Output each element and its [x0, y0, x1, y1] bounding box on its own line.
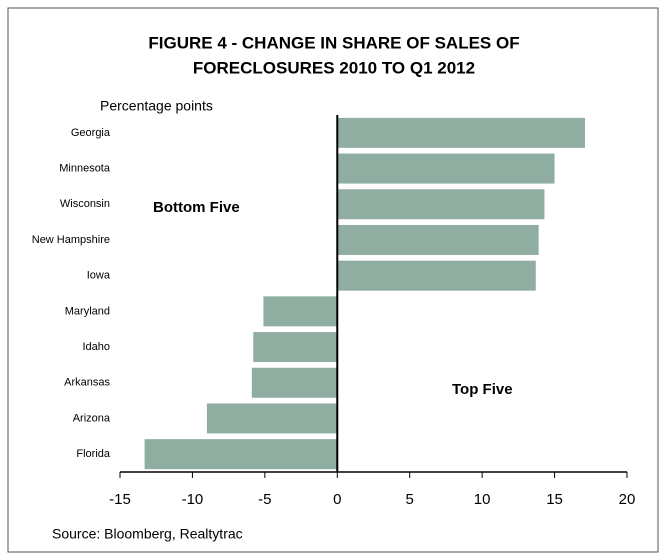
- x-tick-label: -5: [258, 491, 271, 508]
- bar: [251, 367, 338, 398]
- bar: [337, 117, 585, 148]
- y-tick-label: Iowa: [87, 270, 111, 282]
- x-tick-label: 20: [619, 491, 636, 508]
- y-tick-label: Arkansas: [64, 377, 110, 389]
- axis-label: Percentage points: [100, 98, 213, 114]
- y-tick-label: Wisconsin: [60, 198, 110, 210]
- source: Source: Bloomberg, Realtytrac: [52, 526, 243, 542]
- bar: [253, 332, 338, 363]
- y-tick-label: Florida: [76, 448, 111, 460]
- bar: [337, 260, 536, 291]
- bar: [337, 224, 539, 255]
- y-tick-label: Georgia: [71, 127, 111, 139]
- bar: [263, 296, 338, 327]
- x-tick-label: 15: [546, 491, 563, 508]
- x-tick-label: 5: [406, 491, 414, 508]
- bar: [144, 439, 338, 470]
- y-tick-label: Maryland: [65, 305, 110, 317]
- annotation: Bottom Five: [153, 199, 240, 216]
- y-tick-label: Idaho: [82, 341, 110, 353]
- chart-title: FORECLOSURES 2010 TO Q1 2012: [193, 58, 475, 77]
- y-tick-label: Arizona: [73, 412, 111, 424]
- x-tick-label: -10: [182, 491, 204, 508]
- y-tick-label: Minnesota: [59, 162, 111, 174]
- bar: [206, 403, 338, 434]
- chart-title: FIGURE 4 - CHANGE IN SHARE OF SALES OF: [148, 33, 519, 52]
- bar: [337, 189, 545, 220]
- bar: [337, 153, 555, 184]
- x-tick-label: -15: [109, 491, 131, 508]
- y-tick-label: New Hampshire: [32, 234, 110, 246]
- x-tick-label: 0: [333, 491, 341, 508]
- x-tick-label: 10: [474, 491, 491, 508]
- annotation: Top Five: [452, 381, 513, 398]
